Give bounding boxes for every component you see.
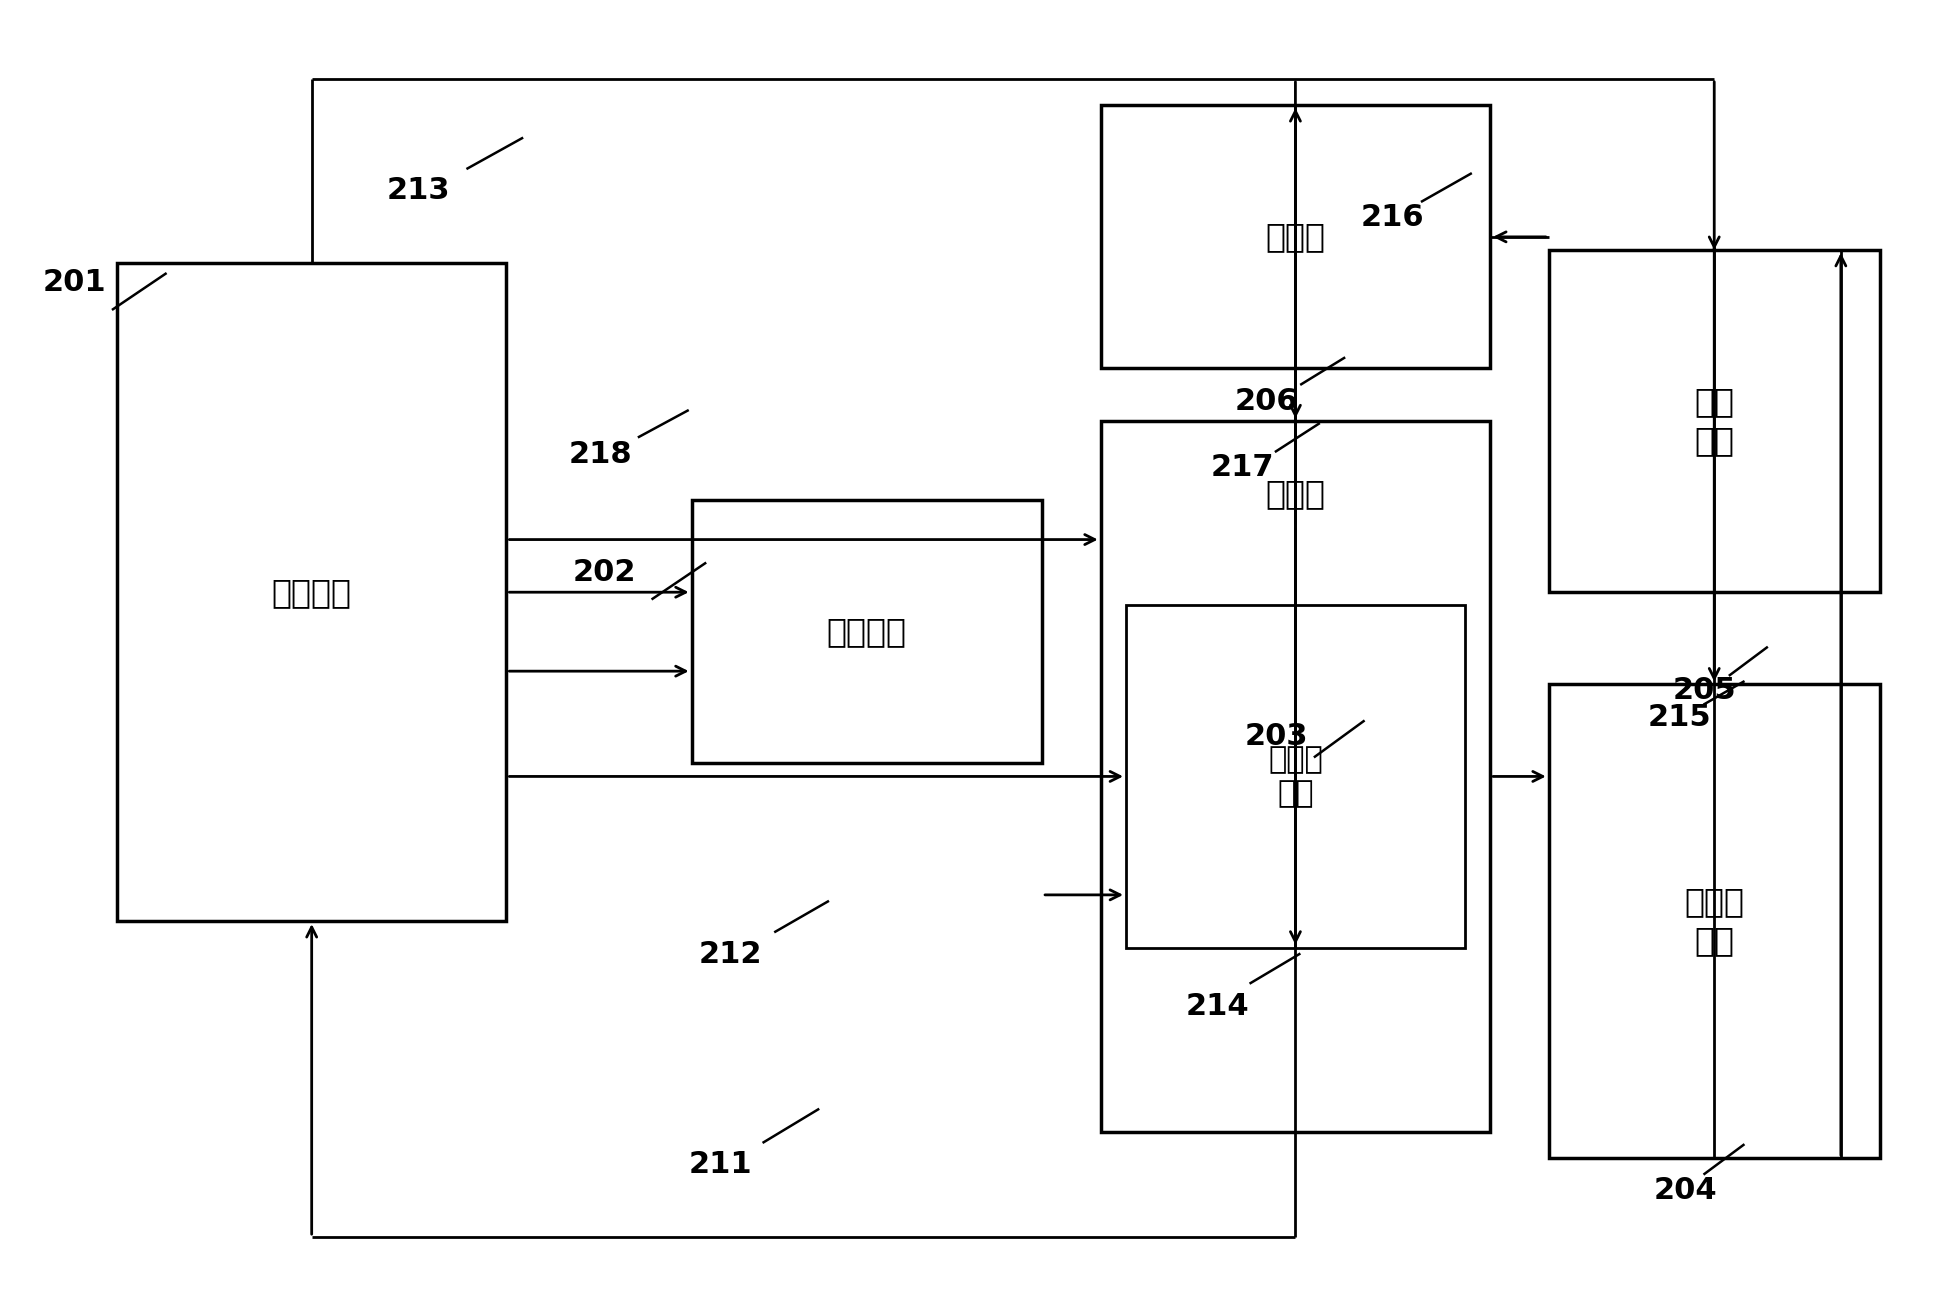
Text: 215: 215 — [1648, 703, 1710, 732]
Text: 解调器: 解调器 — [1266, 220, 1325, 254]
Text: 218: 218 — [569, 440, 631, 468]
Bar — [1101, 421, 1490, 1132]
Bar — [1549, 684, 1880, 1158]
Text: 211: 211 — [690, 1150, 752, 1179]
Bar — [1101, 105, 1490, 368]
Bar — [117, 263, 506, 921]
Text: 214: 214 — [1186, 992, 1249, 1021]
Text: 基带电路: 基带电路 — [271, 575, 353, 609]
Text: 213: 213 — [388, 176, 450, 205]
Text: 202: 202 — [573, 558, 635, 587]
Text: 216: 216 — [1362, 203, 1424, 232]
Bar — [692, 500, 1042, 763]
Text: 204: 204 — [1654, 1177, 1716, 1205]
Text: 212: 212 — [699, 940, 762, 969]
Text: 206: 206 — [1235, 387, 1297, 416]
Text: 功率放
大器: 功率放 大器 — [1685, 886, 1743, 957]
Text: 调制器: 调制器 — [1266, 476, 1325, 511]
Text: 201: 201 — [43, 268, 105, 297]
Text: 本振模块: 本振模块 — [826, 615, 908, 649]
Text: 收发
隔离: 收发 隔离 — [1695, 386, 1734, 457]
Text: 203: 203 — [1245, 722, 1307, 751]
Text: 205: 205 — [1673, 676, 1736, 705]
Bar — [1549, 250, 1880, 592]
Bar — [1126, 605, 1465, 948]
Text: 上变频
模块: 上变频 模块 — [1268, 745, 1323, 808]
Text: 217: 217 — [1212, 453, 1274, 482]
